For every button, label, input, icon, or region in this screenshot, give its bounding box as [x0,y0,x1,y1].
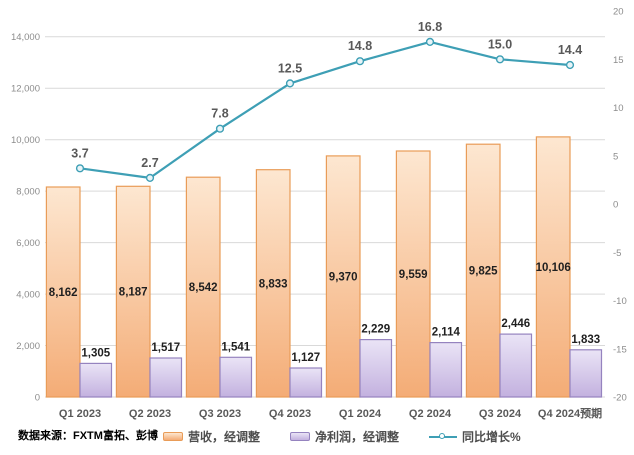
growth-value-label: 3.7 [71,146,88,160]
x-axis-category-label: Q1 2024 [339,408,382,420]
x-axis-category-label: Q3 2023 [199,408,241,420]
revenue-bar [115,185,151,398]
revenue-value-label: 8,542 [189,282,218,294]
revenue-bar [45,186,81,398]
profit-value-label: 1,541 [221,341,250,353]
revenue-bar [535,136,571,398]
right-axis-tick: 15 [613,55,624,66]
data-source-note: 数据来源：FXTM富拓、彭博 [18,430,158,442]
combo-chart-plot: 0 2,000 4,000 6,000 8,000 10,000 12,000 14,000 2… [11,7,627,421]
left-axis-tick: 2,000 [16,341,40,352]
revenue-bar [185,176,221,398]
profit-bar [149,357,183,398]
profit-bar [429,342,463,398]
right-axis-tick-labels: 20 15 10 5 0 -5 -10 -15 -20 [613,7,627,404]
right-axis-tick: 10 [613,103,624,114]
revenue-value-label: 9,825 [469,266,498,278]
profit-value-label: 2,446 [501,318,530,330]
growth-marker [75,164,85,173]
profit-value-label: 1,517 [151,342,180,354]
profit-bar [499,333,533,398]
growth-value-label: 16.8 [418,20,442,34]
profit-bar [289,367,323,398]
left-axis-tick: 14,000 [11,32,40,43]
combo-chart-svg: 0 2,000 4,000 6,000 8,000 10,000 12,000 14,000 2… [11,7,627,421]
profit-bar [219,356,253,398]
profit-value-label: 2,229 [361,324,390,336]
revenue-value-label: 8,833 [259,278,288,290]
x-axis-category-label: Q2 2024 [409,408,452,420]
growth-marker [565,60,575,70]
right-axis-tick: -5 [613,248,621,259]
growth-value-label: 14.8 [348,39,372,53]
right-axis-tick: -10 [613,296,627,307]
right-axis-tick: 20 [613,7,624,18]
growth-line-labels: 3.7 2.7 7.8 12.5 14.8 16.8 15.0 14.4 [71,20,582,170]
growth-marker [285,79,295,88]
legend-item-growth: 同比增长% [429,428,521,445]
right-axis-tick: 0 [613,200,618,211]
legend-label-revenue: 营收，经调整 [188,430,261,444]
growth-line-swatch [429,432,458,441]
right-axis-tick: 5 [613,151,618,162]
right-axis-tick: -15 [613,344,627,355]
revenue-bar-swatch [163,432,183,441]
profit-bar [569,349,603,398]
revenue-value-label: 9,559 [399,269,428,281]
x-axis-category-label: Q2 2023 [129,408,171,420]
x-axis-category-label: Q1 2023 [59,408,101,420]
x-axis-category-label: Q3 2024 [479,408,522,420]
chart-legend: 营收，经调整 净利润，经调整 同比增长% [163,428,521,445]
legend-label-growth: 同比增长% [462,430,521,444]
growth-marker [495,55,505,64]
profit-bar-swatch [290,432,311,441]
profit-value-label: 1,305 [81,347,110,359]
growth-value-label: 15.0 [488,37,512,51]
profit-value-label: 1,833 [571,334,600,346]
growth-value-label: 7.8 [211,107,228,121]
profit-bar [79,362,113,398]
growth-line-markers [75,37,575,183]
revenue-value-label: 10,106 [536,262,571,274]
profit-bar [359,339,393,398]
x-axis-category-label: Q4 2024预期 [538,406,602,420]
x-axis-labels: Q1 2023 Q2 2023 Q3 2023 Q4 2023 Q1 2024 Q2 20… [59,406,602,420]
growth-marker [355,57,365,66]
profit-bar-labels: 1,305 1,517 1,541 1,127 2,229 2,114 2,446 1,833 [81,318,600,364]
revenue-value-label: 8,162 [49,287,78,299]
chart-footer: 数据来源：FXTM富拓、彭博 营收，经调整 净利润，经调整 同比增长% [0,423,634,455]
revenue-bar [465,143,501,398]
profit-bars [79,333,603,398]
left-axis-tick: 12,000 [11,84,40,95]
growth-value-label: 12.5 [278,61,302,75]
revenue-bar [255,169,291,398]
growth-marker [145,173,155,183]
left-axis-tick: 8,000 [16,187,40,198]
legend-item-revenue: 营收，经调整 [163,428,260,445]
revenue-bars [45,136,571,398]
revenue-bar-labels: 8,162 8,187 8,542 8,833 9,370 9,559 9,825 10,10… [49,262,571,299]
growth-marker [215,124,225,133]
growth-marker [425,37,435,47]
profit-value-label: 1,127 [291,352,320,364]
profit-value-label: 2,114 [432,327,461,339]
left-axis-tick-labels: 0 2,000 4,000 6,000 8,000 10,000 12,000 14,000 [11,32,40,403]
left-axis-tick: 6,000 [16,238,40,249]
right-axis-tick: -20 [613,393,627,404]
growth-value-label: 14.4 [558,43,582,57]
revenue-bar [325,155,361,398]
left-axis-tick: 10,000 [11,135,40,146]
x-axis-category-label: Q4 2023 [269,408,311,420]
growth-line [79,40,571,179]
growth-value-label: 2.7 [141,156,158,170]
left-axis-tick: 4,000 [16,290,40,301]
legend-label-profit: 净利润，经调整 [315,430,400,444]
legend-item-profit: 净利润，经调整 [290,428,399,445]
revenue-value-label: 8,187 [119,287,148,299]
left-axis-tick: 0 [35,393,40,404]
revenue-value-label: 9,370 [329,271,358,283]
growth-line-swatch-marker [439,433,446,439]
revenue-bar [395,150,431,398]
